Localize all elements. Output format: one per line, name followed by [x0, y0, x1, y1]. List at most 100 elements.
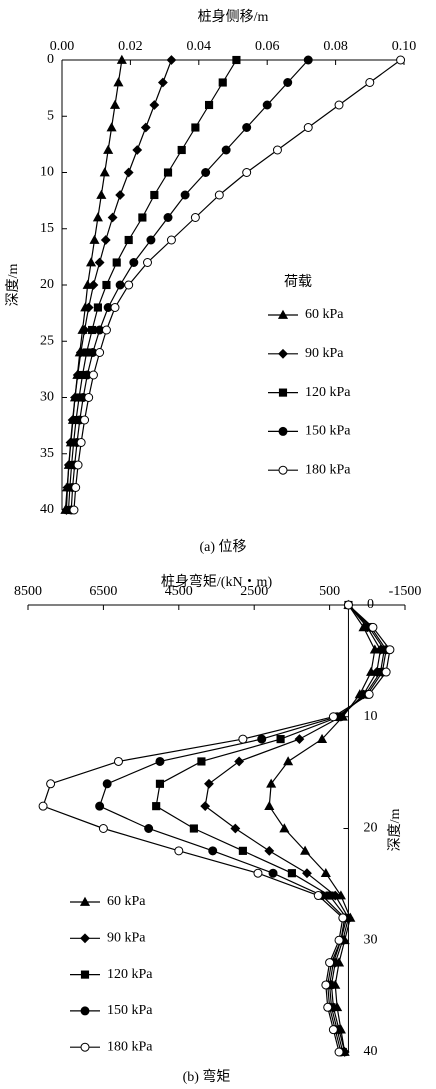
x-tick-label: 6500 — [89, 584, 117, 599]
y-tick-label: 15 — [40, 221, 54, 236]
legend-marker — [80, 970, 90, 979]
x-tick-label: 0.08 — [323, 39, 348, 54]
marker — [323, 1002, 333, 1012]
marker — [238, 846, 247, 855]
marker — [242, 168, 252, 177]
marker — [381, 667, 391, 677]
marker — [71, 483, 81, 492]
marker — [253, 868, 263, 878]
y-tick-label: 0 — [367, 597, 374, 612]
marker — [115, 190, 126, 200]
marker — [79, 325, 90, 335]
marker — [208, 846, 218, 856]
marker — [80, 415, 90, 425]
y-tick-label: 35 — [40, 446, 54, 461]
marker — [38, 801, 48, 811]
marker — [385, 645, 395, 655]
legend-label: 150 kPa — [107, 1003, 153, 1018]
marker — [242, 123, 252, 132]
marker — [102, 779, 112, 789]
marker — [190, 213, 200, 222]
marker — [115, 280, 125, 290]
marker — [144, 824, 154, 833]
marker — [124, 235, 133, 245]
marker — [180, 190, 190, 200]
legend-label: 60 kPa — [305, 307, 344, 322]
marker — [313, 891, 323, 901]
y-tick-label: 30 — [363, 932, 377, 947]
marker — [113, 77, 124, 87]
marker — [157, 77, 168, 88]
marker — [92, 212, 103, 222]
y-tick-label: 5 — [47, 108, 54, 123]
marker — [149, 100, 160, 110]
marker — [191, 123, 200, 132]
marker — [279, 823, 290, 833]
marker — [123, 167, 134, 178]
caption: (a) 位移 — [199, 539, 246, 555]
x-tick-label: 0.02 — [118, 39, 143, 54]
marker — [268, 868, 278, 878]
x-tick-label: 8500 — [14, 584, 42, 599]
marker — [302, 868, 312, 879]
marker — [266, 778, 277, 788]
legend-marker — [278, 465, 288, 475]
marker — [107, 212, 118, 223]
y-tick-label: 40 — [40, 502, 54, 517]
marker — [264, 845, 275, 856]
legend-label: 90 kPa — [305, 346, 344, 361]
marker — [106, 122, 117, 132]
marker — [152, 802, 161, 811]
marker — [328, 1025, 338, 1035]
marker — [102, 280, 111, 290]
marker — [100, 235, 111, 245]
marker — [112, 258, 121, 267]
legend-label: 120 kPa — [107, 967, 153, 982]
legend-marker — [277, 309, 289, 319]
y-tick-label: 30 — [40, 390, 54, 405]
marker — [140, 122, 151, 133]
x-tick-label: 0.06 — [255, 39, 280, 54]
x-tick-label: -1500 — [389, 584, 422, 599]
marker — [221, 145, 231, 155]
marker — [84, 393, 94, 402]
x-tick-label: 0.10 — [392, 39, 417, 54]
marker — [300, 845, 311, 855]
x-tick-label: 500 — [319, 584, 340, 599]
series-line — [98, 604, 387, 1053]
marker — [189, 824, 198, 833]
marker — [93, 303, 102, 312]
y-tick-label: 10 — [363, 709, 377, 724]
marker — [103, 144, 114, 154]
marker — [88, 325, 97, 335]
legend-label: 90 kPa — [107, 931, 146, 946]
chart: 0.00 0.02 0.04 0.06 0.08 0.10 桩身侧移/m 0 5 10 15 20 25… — [5, 8, 416, 555]
marker — [143, 258, 152, 267]
y-tick-label: 40 — [363, 1044, 377, 1059]
legend-marker — [278, 348, 288, 359]
marker — [101, 325, 111, 335]
marker — [396, 55, 406, 65]
marker — [197, 757, 206, 766]
y-tick-label: 20 — [40, 277, 54, 292]
marker — [116, 54, 127, 64]
legend-label: 180 kPa — [305, 462, 351, 477]
marker — [201, 168, 211, 177]
marker — [76, 438, 86, 447]
caption: (b) 弯矩 — [183, 1068, 231, 1085]
marker — [124, 280, 134, 290]
marker — [94, 257, 105, 268]
marker — [95, 801, 105, 811]
marker — [338, 913, 348, 923]
marker — [334, 100, 344, 110]
legend-marker — [79, 896, 91, 906]
x-tick-label: 0.04 — [187, 39, 212, 54]
legend-label: 120 kPa — [305, 385, 351, 400]
marker — [328, 712, 338, 722]
x-tick-label: 2500 — [240, 584, 268, 599]
marker — [264, 800, 275, 811]
legend-marker — [80, 933, 90, 944]
marker — [283, 756, 294, 766]
marker — [163, 168, 173, 177]
legend-marker — [80, 1006, 90, 1016]
